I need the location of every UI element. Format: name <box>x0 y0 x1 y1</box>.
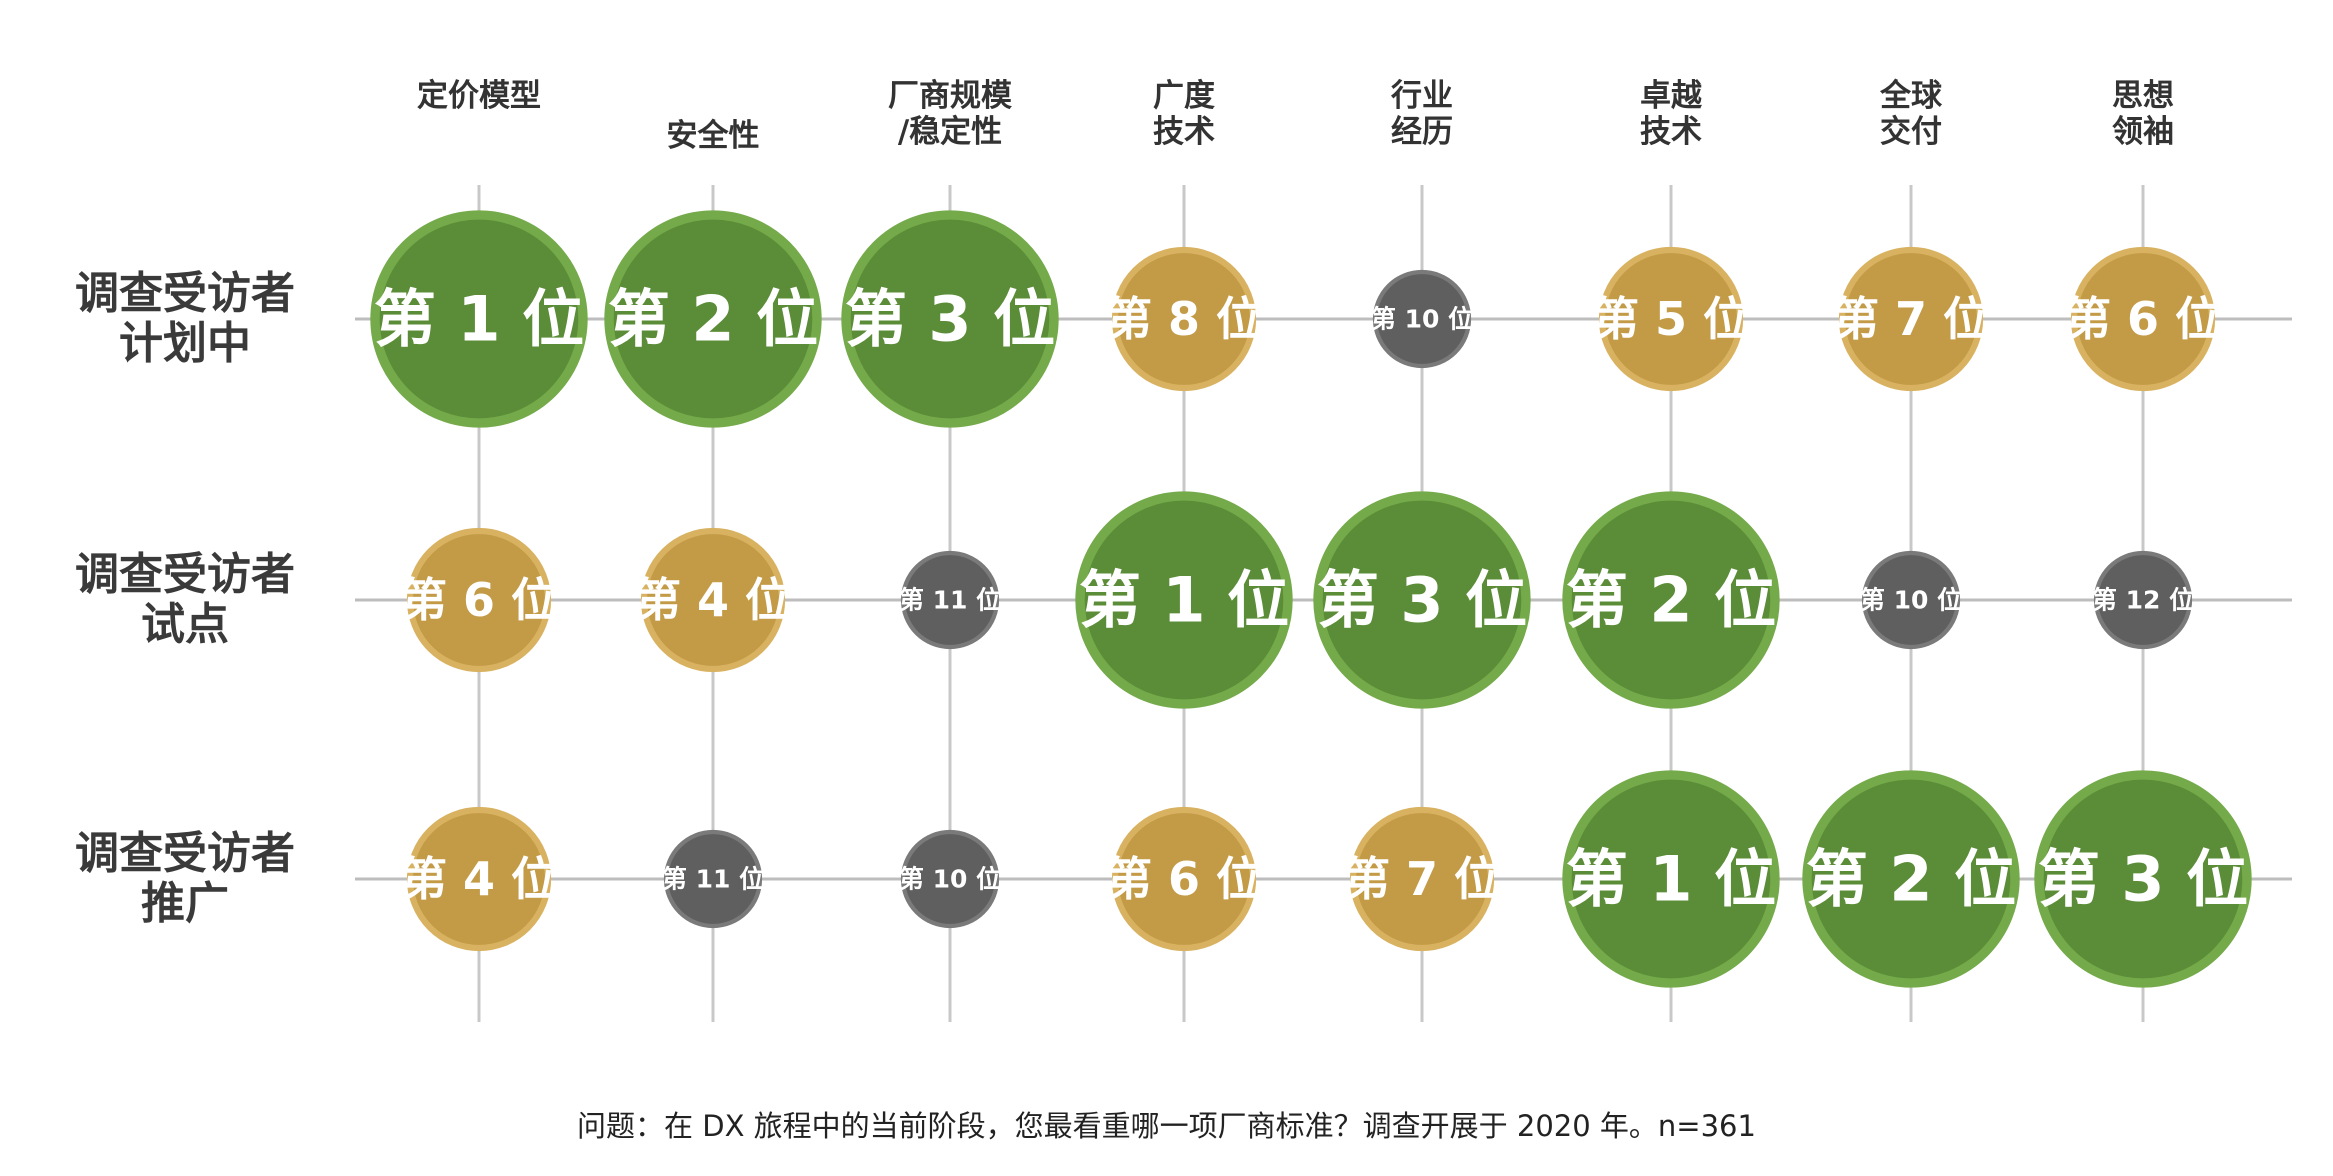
rank-bubble <box>406 806 552 952</box>
column-header: 厂商规模 /稳定性 <box>888 78 1012 150</box>
column-header: 广度 技术 <box>1153 78 1215 150</box>
rank-label: 第 7 位 <box>1344 852 1500 906</box>
rank-bubble <box>1372 269 1472 369</box>
rank-label: 第 6 位 <box>1106 852 1262 906</box>
rank-label: 第 5 位 <box>1593 292 1749 346</box>
rank-label: 第 1 位 <box>1566 843 1776 916</box>
row-label: 调查受访者 试点 <box>75 549 295 650</box>
footnote: 问题：在 DX 旅程中的当前阶段，您最看重哪一项厂商标准？调查开展于 2020 … <box>577 1109 1756 1143</box>
rank-label: 第 1 位 <box>374 283 584 356</box>
column-header: 全球 交付 <box>1880 78 1942 150</box>
rank-label: 第 10 位 <box>899 865 1001 894</box>
rank-bubble <box>1562 491 1780 709</box>
rank-bubble <box>1349 806 1495 952</box>
rank-bubble <box>1111 806 1257 952</box>
rank-label: 第 2 位 <box>1806 843 2016 916</box>
rank-bubble <box>370 210 588 428</box>
rank-bubble <box>640 527 786 673</box>
rank-bubble <box>1598 246 1744 392</box>
rank-bubble <box>663 829 763 929</box>
rank-bubble <box>841 210 1059 428</box>
column-header: 安全性 <box>666 118 760 154</box>
rank-bubble <box>1313 491 1531 709</box>
column-header: 定价模型 <box>417 78 541 114</box>
rank-label: 第 10 位 <box>1860 586 1962 615</box>
column-header: 卓越 技术 <box>1640 78 1702 150</box>
rank-bubble <box>1838 246 1984 392</box>
rank-label: 第 7 位 <box>1833 292 1989 346</box>
rank-label: 第 8 位 <box>1106 292 1262 346</box>
rank-bubble <box>604 210 822 428</box>
rank-bubble <box>406 527 552 673</box>
rank-label: 第 3 位 <box>2038 843 2248 916</box>
rank-label: 第 4 位 <box>401 852 557 906</box>
rank-label: 第 3 位 <box>1317 564 1527 637</box>
rank-label: 第 2 位 <box>1566 564 1776 637</box>
rank-label: 第 4 位 <box>635 573 791 627</box>
rank-bubble <box>2070 246 2216 392</box>
rank-bubble <box>1802 770 2020 988</box>
rank-bubble <box>1075 491 1293 709</box>
rank-bubble <box>1111 246 1257 392</box>
rank-bubble <box>2093 550 2193 650</box>
row-label: 调查受访者 计划中 <box>75 268 295 369</box>
rank-label: 第 6 位 <box>401 573 557 627</box>
rank-label: 第 6 位 <box>2065 292 2221 346</box>
rank-label: 第 11 位 <box>662 865 764 894</box>
column-header: 行业 经历 <box>1391 78 1453 150</box>
rank-bubble <box>1861 550 1961 650</box>
rank-label: 第 11 位 <box>899 586 1001 615</box>
rank-label: 第 1 位 <box>1079 564 1289 637</box>
rank-label: 第 3 位 <box>845 283 1055 356</box>
rank-bubble <box>2034 770 2252 988</box>
rank-label: 第 10 位 <box>1371 305 1473 334</box>
rank-label: 第 2 位 <box>608 283 818 356</box>
rank-bubble <box>1562 770 1780 988</box>
rank-bubble <box>900 829 1000 929</box>
rank-bubble <box>900 550 1000 650</box>
row-label: 调查受访者 推广 <box>75 828 295 929</box>
column-header: 思想 领袖 <box>2112 78 2174 150</box>
rank-label: 第 12 位 <box>2092 586 2194 615</box>
